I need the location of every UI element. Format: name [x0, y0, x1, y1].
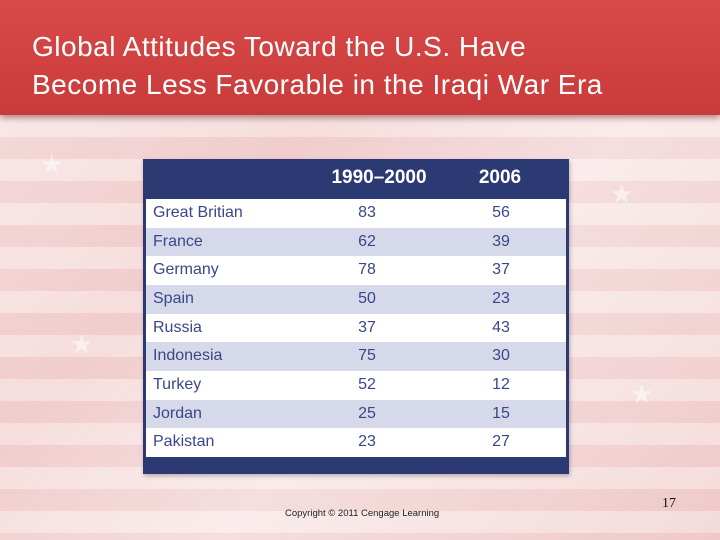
value-1990-2000-cell: 52	[358, 376, 376, 393]
table-row: Jordan 25 15	[146, 399, 566, 429]
table-body: Great Britian 83 56 France 62 39 Germany…	[146, 199, 566, 457]
country-cell: Spain	[153, 290, 194, 307]
country-cell: Germany	[153, 261, 219, 279]
value-1990-2000-cell: 83	[358, 204, 376, 221]
value-1990-2000-cell: 37	[358, 318, 376, 336]
table-row: Indonesia 75 30	[146, 342, 566, 371]
table-row: Russia 37 43	[146, 313, 566, 343]
slide-title-line-2: Become Less Favorable in the Iraqi War E…	[32, 69, 603, 100]
value-2006-cell: 37	[492, 261, 510, 279]
country-cell: Jordan	[153, 404, 202, 422]
slide-title-line-1: Global Attitudes Toward the U.S. Have	[32, 31, 527, 62]
value-2006-cell: 43	[492, 318, 510, 336]
value-2006-cell: 12	[492, 376, 510, 393]
value-2006-cell: 23	[492, 290, 510, 307]
table-row: Germany 78 37	[146, 256, 566, 285]
value-1990-2000-cell: 25	[358, 404, 376, 422]
value-1990-2000-cell: 75	[358, 347, 376, 365]
value-1990-2000-cell: 23	[358, 433, 376, 451]
value-1990-2000-cell: 50	[358, 290, 376, 307]
attitudes-table: 1990–2000 2006 Great Britian 83 56 Franc…	[143, 159, 569, 474]
background-star-icon: ★	[40, 150, 64, 180]
value-1990-2000-cell: 78	[358, 261, 376, 279]
copyright-notice: Copyright © 2011 Cengage Learning	[285, 508, 440, 519]
country-cell: France	[153, 232, 203, 250]
table-row: France 62 39	[146, 227, 566, 257]
value-1990-2000-cell: 62	[358, 232, 376, 250]
table-header-row: 1990–2000 2006	[143, 159, 569, 199]
country-cell: Pakistan	[153, 433, 215, 451]
table-row: Spain 50 23	[146, 285, 566, 314]
slide-title-banner: Global Attitudes Toward the U.S. Have Be…	[0, 0, 720, 115]
column-header-1990-2000: 1990–2000	[331, 167, 427, 188]
value-2006-cell: 15	[492, 404, 510, 422]
value-2006-cell: 27	[492, 433, 510, 451]
value-2006-cell: 30	[492, 347, 510, 365]
column-header-2006: 2006	[478, 167, 522, 188]
country-cell: Russia	[153, 318, 202, 336]
country-cell: Great Britian	[153, 204, 243, 221]
table-row: Turkey 52 12	[146, 371, 566, 400]
country-cell: Turkey	[153, 376, 202, 393]
value-2006-cell: 39	[492, 232, 510, 250]
background-star-icon: ★	[630, 380, 654, 410]
background-star-icon: ★	[610, 180, 634, 210]
background-star-icon: ★	[70, 330, 94, 360]
country-cell: Indonesia	[153, 347, 223, 365]
table-row: Great Britian 83 56	[146, 199, 566, 228]
page-number: 17	[662, 496, 676, 511]
table-row: Pakistan 23 27	[146, 428, 566, 457]
value-2006-cell: 56	[492, 204, 510, 221]
